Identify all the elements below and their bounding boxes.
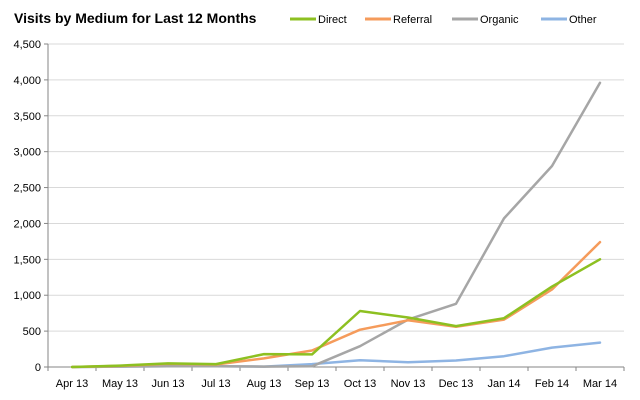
x-tick-label: Aug 13	[247, 378, 282, 390]
y-tick-label: 2,000	[13, 218, 41, 230]
x-tick-label: May 13	[102, 378, 138, 390]
x-tick-label: Feb 14	[535, 378, 569, 390]
y-tick-label: 3,500	[13, 111, 41, 123]
x-tick-label: Jan 14	[487, 378, 520, 390]
series-lines	[70, 81, 602, 369]
legend: Direct Referral Organic Other	[290, 14, 597, 26]
y-tick-label: 2,500	[13, 183, 41, 195]
y-tick-label: 3,000	[13, 147, 41, 159]
y-tick-label: 4,000	[13, 75, 41, 87]
series-line-referral	[70, 240, 602, 369]
x-tick-label: Dec 13	[439, 378, 474, 390]
y-tick-label: 0	[35, 362, 41, 374]
legend-label-other: Other	[569, 14, 597, 26]
gridlines	[48, 43, 624, 332]
x-tick-label: Sep 13	[295, 378, 330, 390]
x-tick-label: Mar 14	[583, 378, 617, 390]
series-line-organic	[70, 81, 602, 369]
y-tick-label: 500	[23, 326, 41, 338]
y-tick-label: 1,000	[13, 290, 41, 302]
legend-label-organic: Organic	[480, 14, 519, 26]
series-line-direct	[70, 258, 602, 369]
y-tick-label: 1,500	[13, 254, 41, 266]
x-tick-label: Jul 13	[201, 378, 230, 390]
x-tick-label: Oct 13	[344, 378, 376, 390]
x-tick-label: Jun 13	[151, 378, 184, 390]
legend-label-direct: Direct	[318, 14, 347, 26]
x-tick-label: Apr 13	[56, 378, 88, 390]
chart-title: Visits by Medium for Last 12 Months	[14, 10, 257, 26]
legend-label-referral: Referral	[393, 14, 432, 26]
axes: 0 500 1,000 1,500 2,000 2,500 3,000 3,500 4,000 4…	[13, 39, 625, 390]
y-tick-label: 4,500	[13, 39, 41, 51]
x-tick-label: Nov 13	[391, 378, 426, 390]
